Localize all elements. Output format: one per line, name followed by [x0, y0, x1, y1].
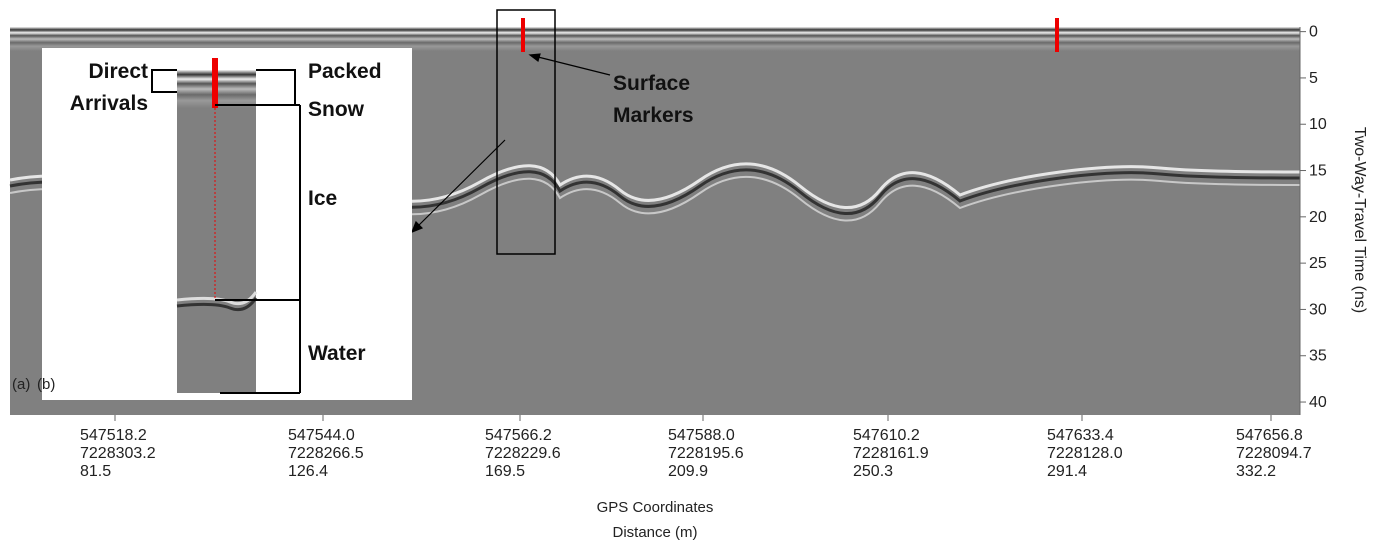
- x-tick-label: 291.4: [1047, 463, 1087, 480]
- inset-label: Ice: [308, 187, 337, 210]
- x-tick-label: 7228161.9: [853, 445, 929, 462]
- surface-markers-label: Markers: [613, 104, 694, 127]
- inset-label: Water: [308, 342, 366, 365]
- x-tick-label: 169.5: [485, 463, 525, 480]
- x-tick-label: 126.4: [288, 463, 328, 480]
- x-tick-label: 547633.4: [1047, 427, 1114, 444]
- inset-label: Direct: [88, 60, 148, 83]
- x-axis-title: Distance (m): [612, 524, 697, 541]
- y-tick-label: 15: [1309, 163, 1327, 180]
- x-tick-label: 7228266.5: [288, 445, 364, 462]
- x-tick-label: 547518.2: [80, 427, 147, 444]
- x-axis-title: GPS Coordinates: [597, 499, 714, 516]
- panel-label: (a): [12, 376, 30, 393]
- x-tick-label: 209.9: [668, 463, 708, 480]
- x-tick-label: 7228195.6: [668, 445, 744, 462]
- surface-markers-label: Surface: [613, 72, 690, 95]
- y-tick-label: 0: [1309, 24, 1318, 41]
- panel-label: (b): [37, 376, 55, 393]
- x-tick-label: 547610.2: [853, 427, 920, 444]
- x-tick-label: 7228229.6: [485, 445, 561, 462]
- y-axis-title: Two-Way-Travel Time (ns): [1351, 127, 1368, 313]
- inset: Direct Arrivals Packed Snow Ice Water: [42, 48, 412, 400]
- y-tick-label: 25: [1309, 255, 1327, 272]
- x-tick-label: 7228303.2: [80, 445, 156, 462]
- y-tick-label: 40: [1309, 394, 1327, 411]
- inset-label: Snow: [308, 98, 365, 121]
- y-tick-label: 20: [1309, 209, 1327, 226]
- y-tick-label: 30: [1309, 301, 1327, 318]
- inset-label: Packed: [308, 60, 382, 83]
- x-tick-label: 250.3: [853, 463, 893, 480]
- x-tick-label: 81.5: [80, 463, 111, 480]
- y-tick-label: 5: [1309, 70, 1318, 87]
- x-tick-label: 7228094.7: [1236, 445, 1312, 462]
- x-tick-label: 547566.2: [485, 427, 552, 444]
- x-tick-label: 7228128.0: [1047, 445, 1123, 462]
- x-tick-label: 332.2: [1236, 463, 1276, 480]
- x-tick-label: 547588.0: [668, 427, 735, 444]
- figure: Surface Markers Direct Arrivals Packed S…: [0, 0, 1373, 547]
- x-tick-label: 547656.8: [1236, 427, 1303, 444]
- y-tick-label: 35: [1309, 348, 1327, 365]
- y-tick-label: 10: [1309, 116, 1327, 133]
- inset-label: Arrivals: [70, 92, 148, 115]
- x-tick-label: 547544.0: [288, 427, 355, 444]
